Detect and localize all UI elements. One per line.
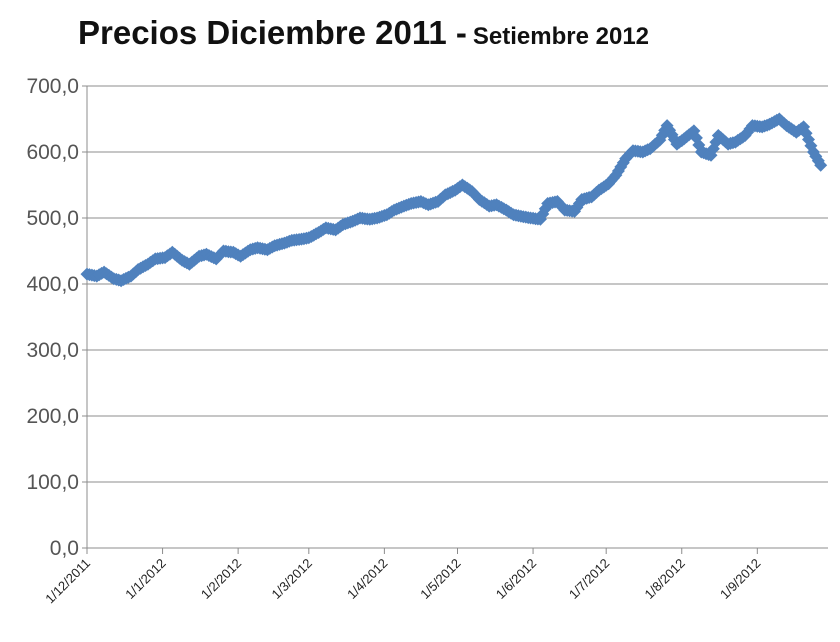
ytick-label: 600,0 [26, 141, 79, 164]
ytick-label: 200,0 [26, 405, 79, 428]
xtick-label: 1/4/2012 [344, 556, 390, 602]
data-point [660, 119, 674, 133]
ytick-label: 400,0 [26, 273, 79, 296]
ytick-label: 500,0 [26, 207, 79, 230]
axes [82, 85, 828, 554]
chart-title-main: Precios Diciembre 2011 - [78, 14, 467, 51]
xtick-label: 1/1/2012 [122, 556, 168, 602]
xtick-label: 1/6/2012 [493, 556, 539, 602]
xtick-label: 1/5/2012 [417, 556, 463, 602]
price-series [80, 112, 828, 288]
xtick-label: 1/9/2012 [717, 556, 763, 602]
ytick-label: 100,0 [26, 471, 79, 494]
xtick-label: 1/8/2012 [641, 556, 687, 602]
xtick-label: 1/7/2012 [566, 556, 612, 602]
xtick-label: 1/2/2012 [198, 556, 244, 602]
ytick-label: 700,0 [26, 75, 79, 98]
ytick-label: 0,0 [50, 537, 79, 560]
chart-title: Precios Diciembre 2011 - Setiembre 2012 [78, 14, 649, 52]
y-axis-ticks: 0,0 100,0 200,0 300,0 400,0 500,0 600,0 700,0 [26, 75, 79, 560]
x-axis-ticks: 1/12/2011 1/1/2012 1/2/2012 1/3/2012 1/4/201… [42, 556, 763, 607]
ytick-label: 300,0 [26, 339, 79, 362]
xtick-label: 1/3/2012 [269, 556, 315, 602]
data-point [814, 158, 828, 172]
xtick-label: 1/12/2011 [42, 556, 93, 607]
chart-title-sub: Setiembre 2012 [472, 23, 650, 50]
